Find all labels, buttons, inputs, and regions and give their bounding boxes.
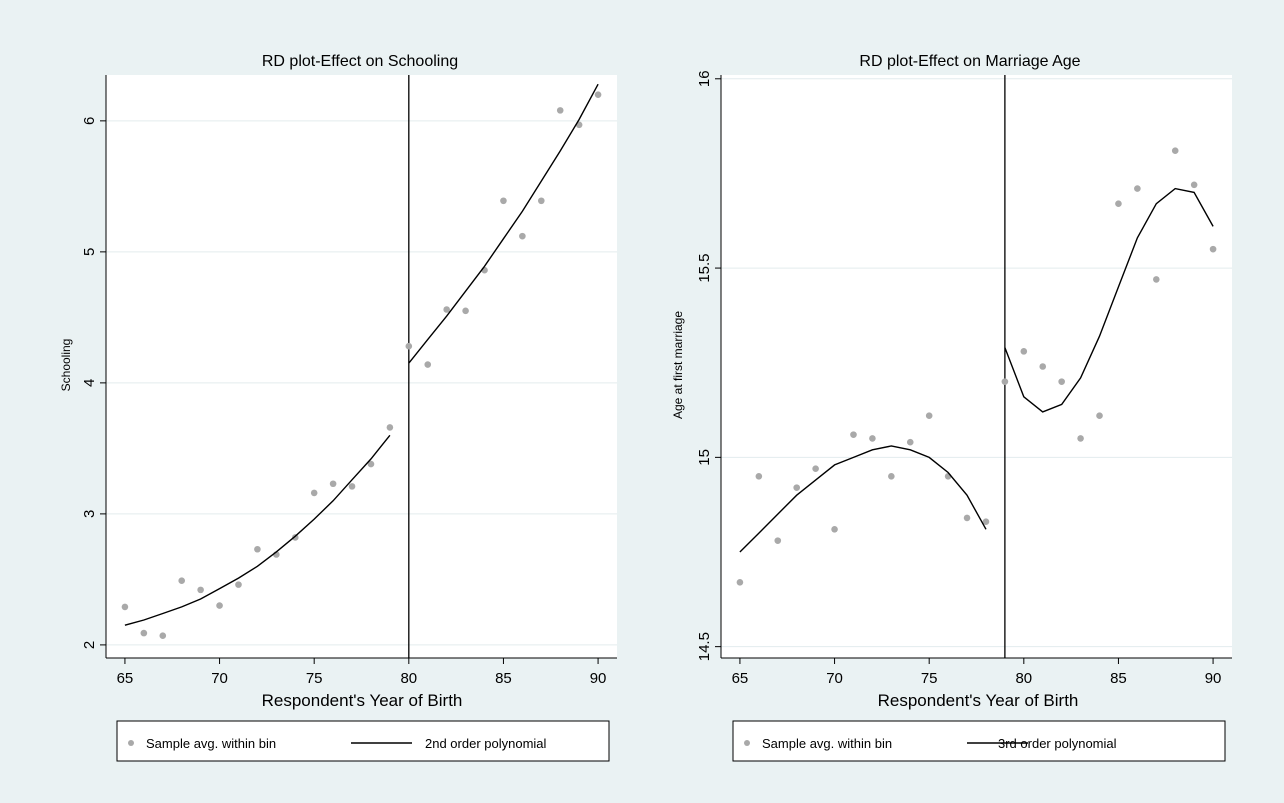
data-point bbox=[519, 232, 526, 240]
chart-schooling: 65 70 75 80 85 90 2 3 4 5 6 RD plot-Effect on Scho… bbox=[59, 53, 617, 762]
data-point bbox=[594, 91, 602, 98]
y-tick-label: 4 bbox=[81, 379, 98, 387]
data-point bbox=[1001, 378, 1009, 385]
plot-layer: 65 70 75 80 85 90 2 3 4 5 6 bbox=[81, 75, 617, 687]
data-point bbox=[1058, 378, 1065, 385]
chart-title: RD plot-Effect on Marriage Age bbox=[859, 53, 1080, 70]
data-point bbox=[755, 472, 763, 480]
data-point bbox=[793, 484, 801, 491]
fit-line-segment bbox=[739, 445, 987, 553]
x-tick-label: 85 bbox=[1110, 670, 1127, 687]
plot-area bbox=[721, 75, 1232, 658]
y-tick-label: 15.5 bbox=[696, 253, 713, 282]
data-point bbox=[386, 424, 394, 431]
data-point bbox=[982, 518, 990, 526]
data-point bbox=[850, 431, 857, 438]
data-point bbox=[1134, 185, 1141, 192]
x-tick-label: 90 bbox=[590, 670, 607, 687]
fit-line-segment bbox=[124, 434, 391, 626]
data-point bbox=[178, 577, 186, 585]
data-point bbox=[537, 197, 545, 205]
legend-marker-points bbox=[128, 740, 134, 746]
x-tick-label: 80 bbox=[1015, 670, 1032, 687]
data-point bbox=[291, 534, 299, 541]
legend-box bbox=[732, 720, 1226, 762]
legend-box bbox=[116, 720, 610, 762]
data-point bbox=[812, 465, 819, 473]
y-tick-label: 3 bbox=[81, 510, 98, 518]
y-axis-label: Age at first marriage bbox=[671, 311, 685, 419]
x-axis-label: Respondent's Year of Birth bbox=[878, 691, 1079, 710]
data-point bbox=[925, 412, 933, 420]
data-point bbox=[329, 480, 337, 488]
data-point bbox=[963, 514, 971, 522]
data-point bbox=[831, 525, 838, 533]
data-point bbox=[1209, 245, 1217, 253]
y-tick-label: 2 bbox=[81, 641, 98, 649]
data-point bbox=[1190, 181, 1198, 189]
data-point bbox=[197, 586, 204, 594]
data-point bbox=[1115, 200, 1122, 208]
legend: Sample avg. within bin 2nd order polynom… bbox=[116, 720, 610, 762]
data-point bbox=[121, 603, 129, 611]
data-point bbox=[736, 578, 744, 586]
x-tick-label: 85 bbox=[495, 670, 512, 687]
chart-marriage-age: 65 70 75 80 85 90 14.5 15 15.5 16 RD plot-Effect … bbox=[671, 53, 1232, 762]
data-point bbox=[888, 472, 895, 480]
x-tick-label: 70 bbox=[211, 670, 228, 687]
data-point bbox=[1039, 363, 1047, 370]
legend: Sample avg. within bin 3rd order polynom… bbox=[732, 720, 1226, 762]
data-point bbox=[1096, 412, 1103, 420]
legend-entry-points: Sample avg. within bin bbox=[762, 736, 892, 751]
data-point bbox=[235, 581, 242, 588]
data-point bbox=[1020, 348, 1028, 355]
plot-layer: 65 70 75 80 85 90 14.5 15 15.5 16 bbox=[696, 70, 1232, 687]
fit-line-segment bbox=[408, 83, 599, 364]
data-point bbox=[1171, 147, 1179, 155]
x-tick-label: 65 bbox=[117, 670, 134, 687]
legend-entry-line: 2nd order polynomial bbox=[425, 736, 547, 751]
legend-entry-points: Sample avg. within bin bbox=[146, 736, 276, 751]
data-point bbox=[216, 602, 223, 609]
legend-marker-points bbox=[744, 740, 750, 746]
y-tick-label: 6 bbox=[81, 117, 98, 125]
data-point bbox=[869, 435, 876, 442]
x-axis-label: Respondent's Year of Birth bbox=[262, 691, 463, 710]
data-point bbox=[1152, 276, 1160, 283]
data-point bbox=[424, 361, 432, 368]
data-point bbox=[556, 107, 564, 114]
data-point bbox=[443, 306, 450, 313]
y-axis-label: Schooling bbox=[59, 339, 73, 392]
x-tick-label: 75 bbox=[306, 670, 323, 687]
data-point bbox=[367, 460, 375, 468]
data-point bbox=[159, 632, 167, 640]
fit-line-segment bbox=[1004, 187, 1214, 413]
data-point bbox=[774, 537, 782, 544]
data-point bbox=[348, 483, 356, 490]
data-point bbox=[405, 342, 413, 350]
data-point bbox=[254, 545, 261, 553]
x-tick-label: 80 bbox=[400, 670, 417, 687]
data-point bbox=[140, 629, 148, 637]
x-tick-label: 90 bbox=[1205, 670, 1222, 687]
plot-area bbox=[106, 75, 617, 658]
y-tick-label: 15 bbox=[696, 449, 713, 466]
x-tick-label: 75 bbox=[921, 670, 938, 687]
data-point bbox=[1077, 435, 1084, 442]
y-tick-label: 16 bbox=[696, 70, 713, 87]
y-tick-label: 14.5 bbox=[696, 632, 713, 661]
x-tick-label: 65 bbox=[732, 670, 749, 687]
data-point bbox=[500, 197, 507, 205]
legend-entry-line: 3rd order polynomial bbox=[998, 736, 1117, 751]
data-point bbox=[310, 489, 318, 497]
y-tick-label: 5 bbox=[81, 248, 98, 256]
x-tick-label: 70 bbox=[826, 670, 843, 687]
data-point bbox=[906, 438, 914, 446]
data-point bbox=[462, 307, 469, 315]
chart-title: RD plot-Effect on Schooling bbox=[262, 53, 458, 70]
